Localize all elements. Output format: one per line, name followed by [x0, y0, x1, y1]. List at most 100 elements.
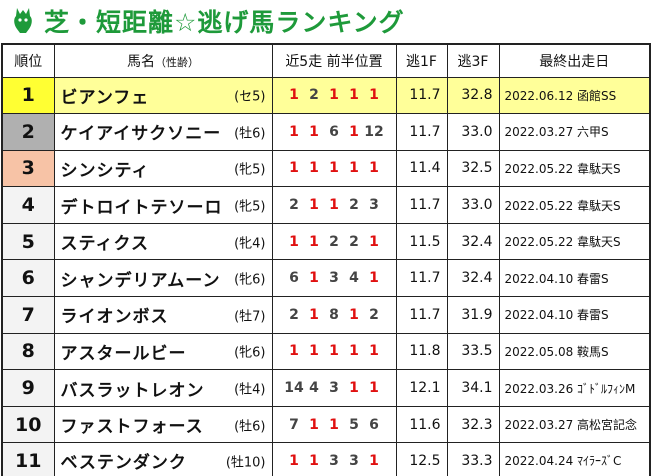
position-value: 1	[289, 87, 299, 104]
position-value: 1	[369, 233, 379, 250]
last-race: 2022.05.08 鞍馬S	[498, 332, 651, 371]
position-value: 1	[289, 123, 299, 140]
position-value: 3	[369, 197, 379, 214]
position-value: 1	[329, 87, 339, 104]
horse-cell: スティクス (牝4)	[53, 222, 273, 261]
position-value: 1	[369, 160, 379, 177]
rank-number: 7	[1, 296, 55, 334]
position-value: 8	[329, 306, 339, 323]
position-value: 1	[349, 306, 359, 323]
position-value: 1	[329, 197, 339, 214]
position-value: 3	[349, 452, 359, 469]
rank-number: 1	[1, 76, 55, 115]
table-header-row: 順位 馬名（性齢） 近5走 前半位置 逃1F 逃3F 最終出走日	[1, 43, 651, 78]
table-row: 8 アスタールビー (牝6) 1 1 1 1 1 11.8 33.5 2022.05.08 鞍馬S	[1, 332, 651, 371]
position-value: 1	[349, 123, 359, 140]
first-three-furlong-time: 32.8	[446, 76, 500, 115]
position-value: 3	[329, 452, 339, 469]
position-value: 6	[289, 270, 299, 287]
first-furlong-time: 11.7	[395, 76, 448, 115]
horse-sex-age: (セ5)	[234, 89, 266, 105]
position-value: 1	[329, 160, 339, 177]
position-value: 2	[349, 197, 359, 214]
first-three-furlong-time: 32.4	[446, 259, 500, 298]
position-value: 1	[289, 452, 299, 469]
horse-cell: ケイアイサクソニー (牡6)	[53, 113, 273, 151]
position-value: 3	[329, 380, 339, 397]
position-value: 1	[309, 306, 319, 323]
first-furlong-time: 11.7	[395, 113, 448, 151]
recent-positions: 14 4 3 1 1	[271, 369, 397, 407]
position-value: 1	[309, 160, 319, 177]
horse-sex-age: (牝6)	[234, 345, 266, 361]
position-value: 1	[349, 343, 359, 360]
last-race: 2022.04.10 春雷S	[498, 296, 651, 334]
position-value: 2	[309, 87, 319, 104]
table-row: 6 シャンデリアムーン (牝6) 6 1 3 4 1 11.7 32.4 2022.04.10 春雷…	[1, 259, 651, 298]
position-value: 1	[309, 123, 319, 140]
header-name: 馬名（性齢）	[53, 43, 273, 78]
horse-cell: アスタールビー (牝6)	[53, 332, 273, 371]
horse-name: ビアンフェ	[60, 87, 150, 108]
table-row: 5 スティクス (牝4) 1 1 2 2 1 11.5 32.4 2022.05.22 韋駄天S	[1, 222, 651, 261]
header-positions: 近5走 前半位置	[271, 43, 397, 78]
first-furlong-time: 12.5	[395, 442, 448, 476]
position-value: 1	[349, 160, 359, 177]
position-value: 1	[369, 452, 379, 469]
horse-name: スティクス	[60, 234, 149, 255]
position-value: 1	[329, 416, 339, 433]
horse-name: デトロイトテソーロ	[60, 197, 223, 218]
position-value: 6	[329, 123, 339, 140]
last-race: 2022.05.22 韋駄天S	[498, 222, 651, 261]
page-title: 芝・短距離☆逃げ馬ランキング	[44, 8, 405, 37]
first-furlong-time: 11.5	[395, 222, 448, 261]
last-race: 2022.03.27 高松宮記念	[498, 405, 651, 444]
first-furlong-time: 11.7	[395, 186, 448, 224]
position-value: 12	[364, 123, 384, 140]
first-furlong-time: 11.4	[395, 149, 448, 188]
table-row: 2 ケイアイサクソニー (牡6) 1 1 6 1 12 11.7 33.0 2022.03.27 六…	[1, 113, 651, 151]
horse-sex-age: (牡10)	[225, 455, 266, 471]
last-race: 2022.04.10 春雷S	[498, 259, 651, 298]
table-row: 1 ビアンフェ (セ5) 1 2 1 1 1 11.7 32.8 2022.06.12 函館SS	[1, 76, 651, 115]
horse-sex-age: (牝4)	[234, 236, 266, 252]
position-value: 1	[309, 270, 319, 287]
position-value: 1	[369, 270, 379, 287]
header-f3: 逃3F	[446, 43, 500, 78]
horse-cell: シャンデリアムーン (牝6)	[53, 259, 273, 298]
header-rank: 順位	[1, 43, 55, 78]
horse-cell: ライオンボス (牡7)	[53, 296, 273, 334]
first-three-furlong-time: 32.5	[446, 149, 500, 188]
horse-cell: シンシティ (牝5)	[53, 149, 273, 188]
position-value: 1	[309, 343, 319, 360]
last-race: 2022.04.24 ﾏｲﾗｰｽﾞC	[498, 442, 651, 476]
horse-cell: デトロイトテソーロ (牝5)	[53, 186, 273, 224]
horse-sex-age: (牡6)	[234, 126, 266, 142]
title-bar: 芝・短距離☆逃げ馬ランキング	[0, 0, 651, 40]
last-race: 2022.06.12 函館SS	[498, 76, 651, 115]
table-row: 7 ライオンボス (牡7) 2 1 8 1 2 11.7 31.9 2022.04.10 春雷S	[1, 296, 651, 334]
first-furlong-time: 11.7	[395, 259, 448, 298]
position-value: 1	[289, 233, 299, 250]
rank-number: 9	[1, 369, 55, 407]
table-row: 11 ベステンダンク (牡10) 1 1 3 3 1 12.5 33.3 2022.04.24 ﾏｲ…	[1, 442, 651, 476]
horse-sex-age: (牝6)	[234, 272, 266, 288]
position-value: 1	[329, 343, 339, 360]
horse-sex-age: (牡4)	[234, 382, 266, 398]
first-furlong-time: 11.8	[395, 332, 448, 371]
position-value: 1	[349, 87, 359, 104]
position-value: 1	[309, 416, 319, 433]
table-row: 9 バスラットレオン (牡4) 14 4 3 1 1 12.1 34.1 2022.03.26 ｺﾞ…	[1, 369, 651, 407]
last-race: 2022.03.26 ｺﾞﾄﾞﾙﾌｨﾝM	[498, 369, 651, 407]
horse-name: シャンデリアムーン	[60, 270, 221, 291]
position-value: 1	[369, 343, 379, 360]
position-value: 2	[329, 233, 339, 250]
rank-number: 11	[1, 442, 55, 476]
